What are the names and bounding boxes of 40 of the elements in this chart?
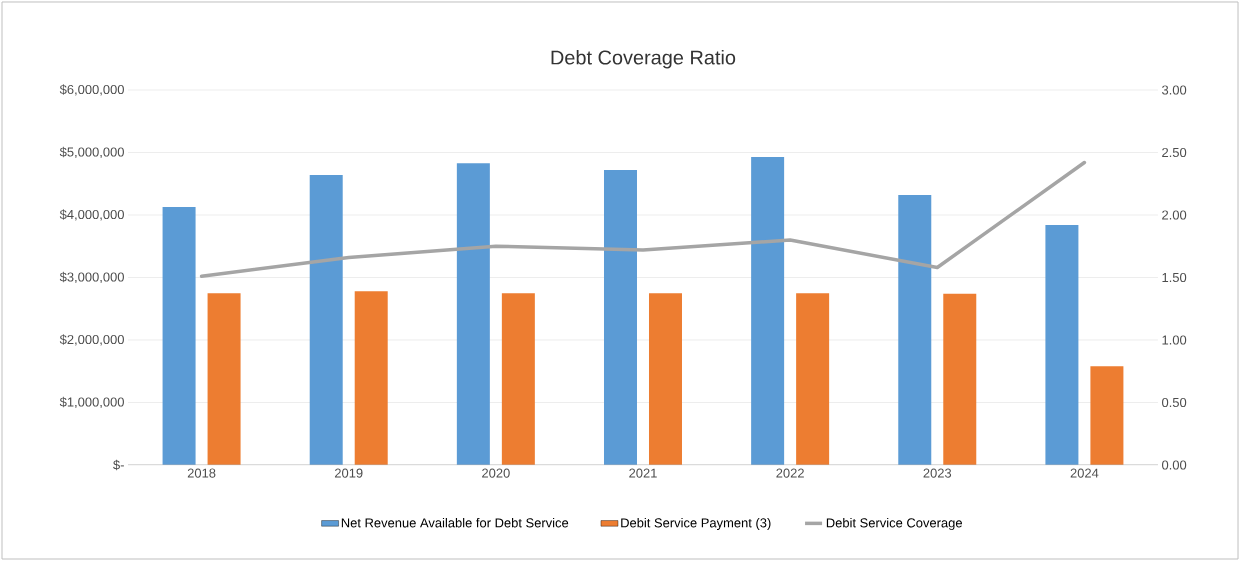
y-tick-label: $6,000,000 [59, 84, 124, 96]
bar [456, 163, 490, 465]
bar [501, 293, 535, 465]
y2-tick-label: 0.00 [1162, 460, 1187, 470]
x-tick-label: 2022 [776, 468, 804, 478]
y-tick-label: $1,000,000 [59, 396, 124, 409]
y2-tick-label: 0.50 [1162, 397, 1187, 408]
bar [751, 156, 785, 465]
y2-tick-label: 3.00 [1162, 85, 1187, 95]
x-tick-label: 2018 [187, 468, 216, 478]
y2-tick-label: 2.50 [1162, 147, 1187, 158]
bar [162, 206, 196, 465]
bar [1045, 225, 1079, 465]
x-tick-label: 2019 [334, 468, 363, 478]
bar [1090, 366, 1124, 465]
line-series [199, 160, 1087, 278]
bar [898, 195, 932, 465]
legend-label: Net Revenue Available for Debt Service [341, 517, 569, 528]
bar [943, 293, 977, 465]
y-tick-label: $3,000,000 [59, 271, 124, 284]
y2-tick-label: 1.50 [1162, 272, 1187, 283]
x-tick-label: 2024 [1070, 468, 1099, 478]
chart-title: Debt Coverage Ratio [551, 49, 736, 69]
x-tick-label: 2023 [923, 468, 952, 478]
y-tick-label: $- [113, 459, 124, 471]
legend-label: Debit Service Payment (3) [621, 517, 771, 531]
bar [603, 170, 637, 465]
x-tick-label: 2020 [482, 468, 510, 478]
y2-tick-label: 1.00 [1162, 335, 1187, 345]
y-tick-label: $2,000,000 [59, 334, 124, 346]
bar [207, 293, 241, 465]
y2-tick-label: 2.00 [1162, 210, 1187, 220]
y-tick-label: $4,000,000 [59, 209, 124, 221]
bar [796, 293, 830, 465]
x-tick-label: 2021 [629, 468, 657, 478]
legend-label: Debit Service Coverage [826, 517, 962, 531]
bar [354, 291, 388, 465]
y-tick-label: $5,000,000 [59, 146, 124, 159]
bar [309, 175, 343, 465]
bar [648, 293, 682, 465]
